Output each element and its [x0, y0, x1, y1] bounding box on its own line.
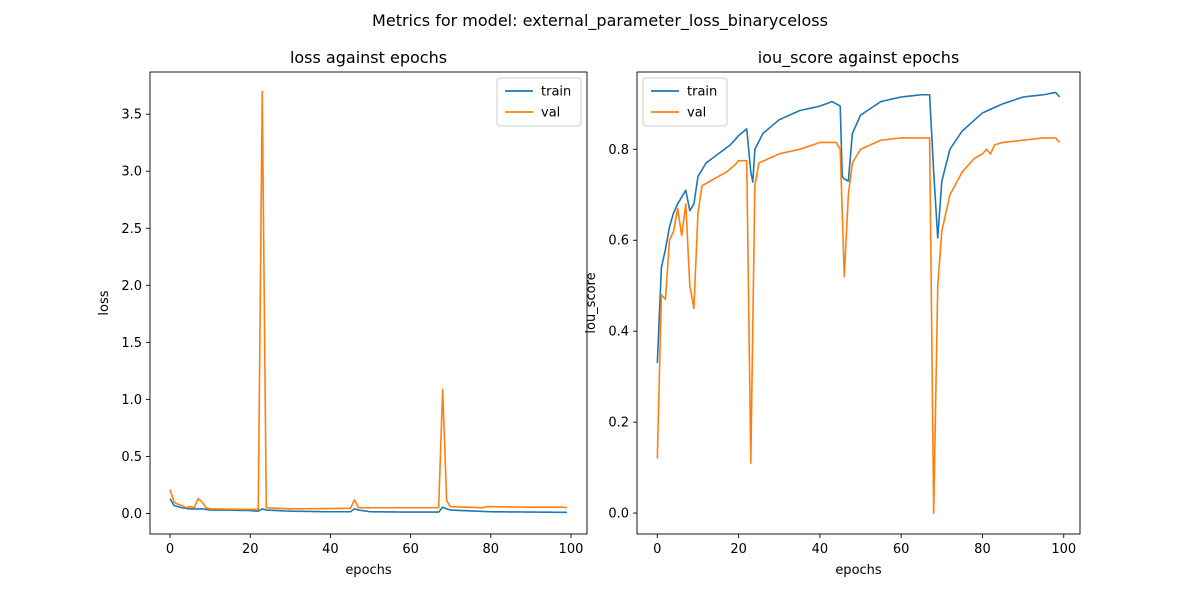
x-tick-label: 0	[653, 542, 661, 557]
legend-box	[642, 77, 728, 127]
y-tick-label: 0.4	[608, 325, 629, 340]
x-tick-label: 80	[974, 542, 991, 557]
x-tick-label: 60	[402, 542, 419, 557]
y-tick-label: 0.5	[121, 450, 142, 465]
x-tick-label: 20	[242, 542, 259, 557]
chart-title: iou_score against epochs	[758, 48, 960, 68]
y-tick-label: 3.0	[121, 165, 142, 180]
y-tick-label: 0.8	[608, 143, 629, 158]
x-tick-label: 0	[166, 542, 174, 557]
iou-score-chart-panel: iou_score against epochs 0 20 40 60 80 100 0.0 0…	[584, 48, 1081, 578]
legend-label-train: train	[687, 85, 717, 100]
series-line-train	[169, 498, 567, 514]
series-line-val	[169, 90, 568, 511]
series-lines	[656, 91, 1061, 514]
y-tick-label: 3.5	[121, 108, 142, 123]
x-tick-label: 80	[483, 542, 500, 557]
x-tick-label: 40	[322, 542, 339, 557]
x-tick-label: 100	[559, 542, 584, 557]
y-tick-label: 1.5	[121, 336, 142, 351]
series-line-train	[656, 91, 1061, 364]
y-axis-label: iou_score	[584, 272, 599, 333]
x-axis-label: epochs	[835, 563, 882, 578]
x-tick-label: 100	[1051, 542, 1076, 557]
legend-label-val: val	[687, 106, 706, 121]
x-axis-label: epochs	[345, 563, 392, 578]
x-tick-label: 60	[893, 542, 910, 557]
legend: train val	[496, 77, 582, 127]
legend-label-train: train	[541, 85, 571, 100]
axes-frame	[636, 71, 1081, 535]
legend: train val	[642, 77, 728, 127]
loss-chart-panel: loss against epochs 0 20 40 60 80 100 0.0 0.5 1.0…	[97, 48, 588, 578]
y-tick-label: 0.0	[608, 507, 629, 522]
x-tick-label: 20	[730, 542, 747, 557]
figure-suptitle: Metrics for model: external_parameter_lo…	[372, 11, 828, 31]
legend-label-val: val	[541, 106, 560, 121]
chart-title: loss against epochs	[290, 48, 447, 67]
series-line-val	[656, 137, 1061, 514]
x-tick-label: 40	[812, 542, 829, 557]
y-tick-label: 2.5	[121, 222, 142, 237]
series-lines	[169, 90, 568, 514]
y-tick-label: 0.6	[608, 234, 629, 249]
y-tick-label: 1.0	[121, 393, 142, 408]
y-tick-label: 0.0	[121, 507, 142, 522]
legend-box	[496, 77, 582, 127]
y-tick-label: 0.2	[608, 416, 629, 431]
y-tick-label: 2.0	[121, 279, 142, 294]
axes-frame	[149, 71, 588, 535]
y-axis-label: loss	[97, 290, 112, 315]
